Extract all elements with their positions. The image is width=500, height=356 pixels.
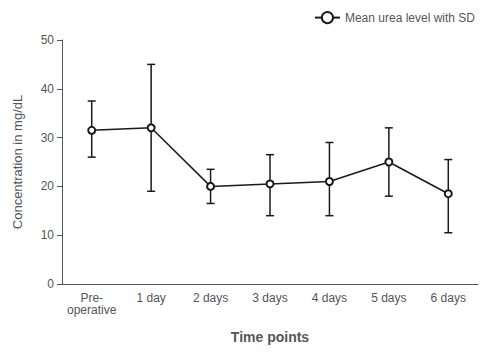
svg-text:40: 40 bbox=[41, 82, 55, 96]
svg-text:6 days: 6 days bbox=[431, 291, 466, 305]
svg-text:1 day: 1 day bbox=[136, 291, 165, 305]
svg-text:Pre-: Pre- bbox=[80, 291, 104, 305]
svg-text:20: 20 bbox=[41, 179, 55, 193]
svg-text:3 days: 3 days bbox=[252, 291, 287, 305]
svg-text:Time points: Time points bbox=[231, 329, 310, 345]
svg-text:0: 0 bbox=[47, 277, 54, 291]
svg-text:Concentration in mg/dL: Concentration in mg/dL bbox=[10, 95, 25, 229]
svg-text:50: 50 bbox=[41, 33, 55, 47]
svg-text:Mean urea level with SD: Mean urea level with SD bbox=[345, 11, 475, 25]
svg-text:2 days: 2 days bbox=[193, 291, 228, 305]
svg-text:operative: operative bbox=[67, 303, 117, 317]
svg-text:4 days: 4 days bbox=[312, 291, 347, 305]
svg-text:30: 30 bbox=[41, 131, 55, 145]
svg-text:5 days: 5 days bbox=[371, 291, 406, 305]
svg-text:10: 10 bbox=[41, 228, 55, 242]
